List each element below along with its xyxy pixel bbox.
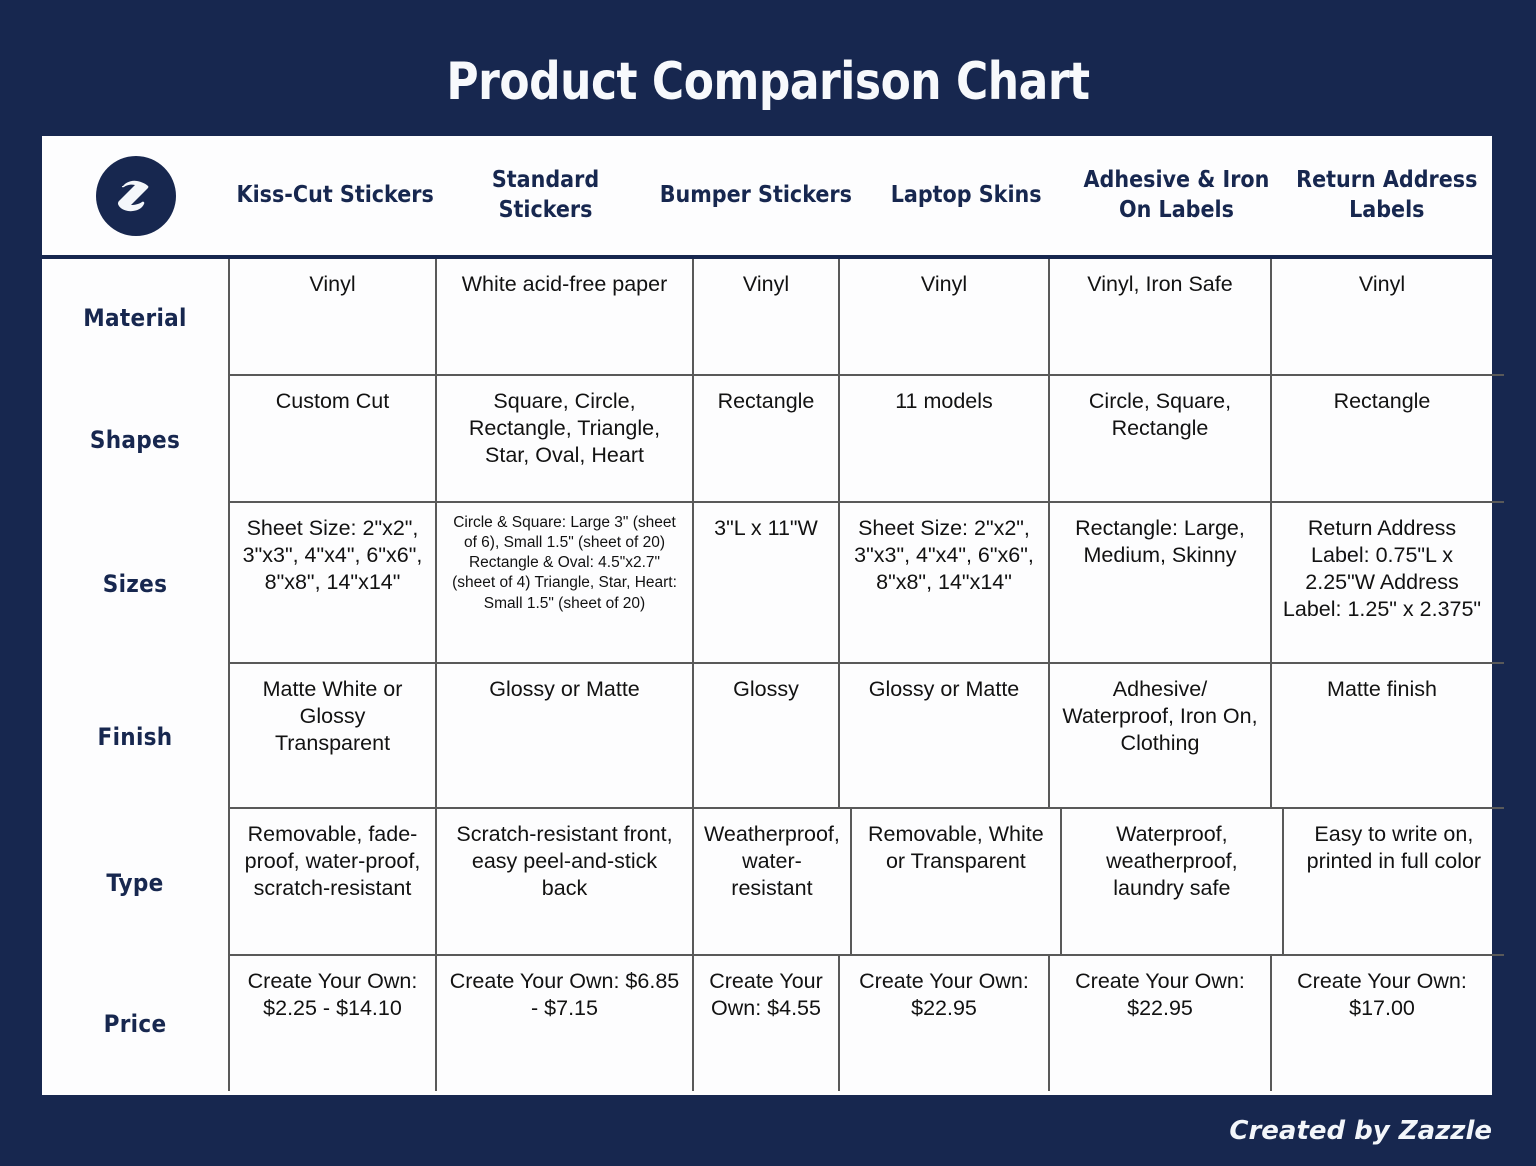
cell-shapes-kiss-cut: Custom Cut bbox=[230, 376, 437, 501]
table-body: Material Shapes Sizes Finish Type Price … bbox=[42, 259, 1504, 1091]
cell-price-return-address: Create Your Own: $17.00 bbox=[1297, 969, 1467, 1021]
column-header-adhesive-iron-on-labels[interactable]: Adhesive & Iron On Labels bbox=[1083, 167, 1270, 223]
cell-material-return-address: Vinyl bbox=[1358, 272, 1406, 296]
cell-type-bumper: Weatherproof, water-resistant bbox=[694, 809, 852, 954]
cell-finish-return-address: Matte finish bbox=[1327, 677, 1437, 701]
column-header-bumper-stickers[interactable]: Bumper Stickers bbox=[659, 181, 852, 208]
cell-sizes-kiss-cut: Sheet Size: 2"x2", 3"x3", 4"x4", 6"x6", … bbox=[230, 503, 437, 662]
cell-material-laptop: Vinyl bbox=[840, 259, 1050, 374]
cell-type-standard: Scratch-resistant front, easy peel-and-s… bbox=[437, 809, 694, 954]
cell-price-adhesive: Create Your Own: $22.95 bbox=[1050, 956, 1272, 1091]
table-row: Create Your Own: $2.25 - $14.10 Create Y… bbox=[230, 956, 1504, 1091]
row-label-column: Material Shapes Sizes Finish Type Price bbox=[42, 259, 230, 1091]
cell-finish-bumper: Glossy bbox=[694, 664, 840, 807]
row-label-material: Material bbox=[83, 303, 187, 332]
cell-shapes-standard: Square, Circle, Rectangle, Triangle, Sta… bbox=[437, 376, 694, 501]
cell-material-standard: White acid-free paper bbox=[437, 259, 694, 374]
column-header-kiss-cut-stickers[interactable]: Kiss-Cut Stickers bbox=[236, 181, 434, 208]
cell-sizes-laptop: Sheet Size: 2"x2", 3"x3", 4"x4", 6"x6", … bbox=[840, 503, 1050, 662]
table-row: Matte White or Glossy Transparent Glossy… bbox=[230, 664, 1504, 809]
cell-price-kiss-cut: Create Your Own: $2.25 - $14.10 bbox=[230, 956, 437, 1091]
cell-price-standard: Create Your Own: $6.85 - $7.15 bbox=[437, 956, 694, 1091]
row-label-sizes: Sizes bbox=[102, 569, 168, 598]
cell-sizes-adhesive: Rectangle: Large, Medium, Skinny bbox=[1050, 503, 1272, 662]
cell-finish-standard: Glossy or Matte bbox=[437, 664, 694, 807]
cell-type-laptop: Removable, White or Transparent bbox=[852, 809, 1062, 954]
zazzle-z-logo-icon bbox=[96, 155, 176, 236]
cell-shapes-adhesive: Circle, Square, Rectangle bbox=[1050, 376, 1272, 501]
column-header-return-address-labels[interactable]: Return Address Labels bbox=[1296, 167, 1478, 223]
cell-material-adhesive: Vinyl, Iron Safe bbox=[1050, 259, 1272, 374]
cell-finish-adhesive: Adhesive/ Waterproof, Iron On, Clothing bbox=[1050, 664, 1272, 807]
column-header-standard-stickers[interactable]: Standard Stickers bbox=[491, 167, 600, 223]
table-header-row: Kiss-Cut Stickers Standard Stickers Bump… bbox=[42, 136, 1492, 259]
cell-shapes-bumper: Rectangle bbox=[694, 376, 840, 501]
table-row: Removable, fade-proof, water-proof, scra… bbox=[230, 809, 1504, 956]
row-label-finish: Finish bbox=[97, 722, 173, 751]
cell-shapes-return-address: Rectangle bbox=[1333, 389, 1431, 413]
cell-price-bumper: Create Your Own: $4.55 bbox=[694, 956, 840, 1091]
comparison-table: Kiss-Cut Stickers Standard Stickers Bump… bbox=[42, 136, 1504, 1095]
cell-price-laptop: Create Your Own: $22.95 bbox=[840, 956, 1050, 1091]
row-label-type: Type bbox=[106, 868, 164, 897]
page-title: Product Comparison Chart bbox=[446, 52, 1090, 112]
table-row: Sheet Size: 2"x2", 3"x3", 4"x4", 6"x6", … bbox=[230, 503, 1504, 664]
cell-type-kiss-cut: Removable, fade-proof, water-proof, scra… bbox=[230, 809, 437, 954]
cell-sizes-bumper: 3"L x 11"W bbox=[694, 503, 840, 662]
cell-finish-laptop: Glossy or Matte bbox=[840, 664, 1050, 807]
cell-type-adhesive: Waterproof, weatherproof, laundry safe bbox=[1062, 809, 1284, 954]
table-row: Custom Cut Square, Circle, Rectangle, Tr… bbox=[230, 376, 1504, 503]
column-header-laptop-skins[interactable]: Laptop Skins bbox=[890, 181, 1042, 208]
credit-text: Created by Zazzle bbox=[1229, 1116, 1492, 1146]
table-row: Vinyl White acid-free paper Vinyl Vinyl … bbox=[230, 259, 1504, 376]
cell-finish-kiss-cut: Matte White or Glossy Transparent bbox=[230, 664, 437, 807]
cell-sizes-return-address: Return Address Label: 0.75"L x 2.25"W Ad… bbox=[1282, 516, 1482, 622]
row-label-price: Price bbox=[103, 1009, 167, 1038]
row-label-shapes: Shapes bbox=[89, 425, 181, 454]
cell-material-bumper: Vinyl bbox=[694, 259, 840, 374]
cell-sizes-standard: Circle & Square: Large 3" (sheet of 6), … bbox=[437, 503, 694, 662]
cell-material-kiss-cut: Vinyl bbox=[230, 259, 437, 374]
cell-shapes-laptop: 11 models bbox=[840, 376, 1050, 501]
table-grid: Vinyl White acid-free paper Vinyl Vinyl … bbox=[230, 259, 1504, 1091]
cell-type-return-address: Easy to write on, printed in full color bbox=[1306, 822, 1482, 874]
logo-cell bbox=[42, 136, 230, 255]
